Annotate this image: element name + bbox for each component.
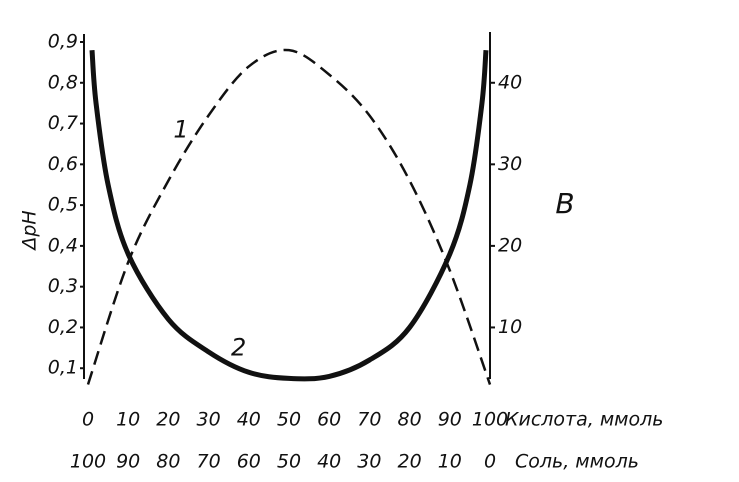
x2-tick-label: 80 bbox=[156, 451, 180, 473]
x2-tick-label: 30 bbox=[357, 451, 381, 473]
data-line bbox=[89, 49, 489, 382]
x2-tick-label: 90 bbox=[116, 451, 140, 473]
x-tick-label: 50 bbox=[277, 409, 301, 431]
x-tick-label: 0 bbox=[82, 409, 94, 431]
x-axis-label: Кислота, ммоль bbox=[505, 409, 663, 431]
y-axis-label: ΔpH bbox=[19, 210, 41, 251]
y2-tick-label: 20 bbox=[498, 234, 522, 256]
x-tick-label: 80 bbox=[398, 409, 422, 431]
curve-label: 2 bbox=[231, 333, 246, 361]
x-tick-label: 90 bbox=[438, 409, 462, 431]
y-tick-label: 0,9 bbox=[48, 31, 78, 53]
x-tick-label: 40 bbox=[237, 409, 261, 431]
x2-axis-label: Соль, ммоль bbox=[515, 451, 639, 473]
y2-tick-label: 30 bbox=[498, 153, 522, 175]
x-tick-label: 100 bbox=[472, 409, 508, 431]
x2-tick-label: 40 bbox=[317, 451, 341, 473]
x2-tick-label: 20 bbox=[398, 451, 422, 473]
x-tick-label: 20 bbox=[156, 409, 180, 431]
x-tick-label: 70 bbox=[357, 409, 381, 431]
y2-tick-label: 40 bbox=[498, 71, 522, 93]
x2-tick-label: 10 bbox=[438, 451, 462, 473]
x-tick-label: 10 bbox=[116, 409, 140, 431]
x-tick-label: 60 bbox=[317, 409, 341, 431]
y-tick-label: 0,5 bbox=[48, 194, 78, 216]
data-line bbox=[86, 48, 492, 385]
y2-axis-label: В bbox=[555, 187, 574, 220]
y-tick-label: 0,2 bbox=[48, 316, 78, 338]
y-tick-label: 0,3 bbox=[48, 275, 78, 297]
x2-tick-label: 50 bbox=[277, 451, 301, 473]
curve-label: 1 bbox=[173, 116, 188, 144]
y-tick-label: 0,1 bbox=[48, 357, 78, 379]
y-tick-label: 0,4 bbox=[48, 234, 78, 256]
y2-tick-label: 10 bbox=[498, 316, 522, 338]
x2-tick-label: 70 bbox=[197, 451, 221, 473]
y-tick-label: 0,7 bbox=[48, 112, 78, 134]
x2-tick-label: 100 bbox=[70, 451, 106, 473]
y-tick-label: 0,8 bbox=[48, 71, 78, 93]
x2-tick-label: 60 bbox=[237, 451, 261, 473]
x2-tick-label: 0 bbox=[484, 451, 496, 473]
x-tick-label: 30 bbox=[197, 409, 221, 431]
y-tick-label: 0,6 bbox=[48, 153, 78, 175]
